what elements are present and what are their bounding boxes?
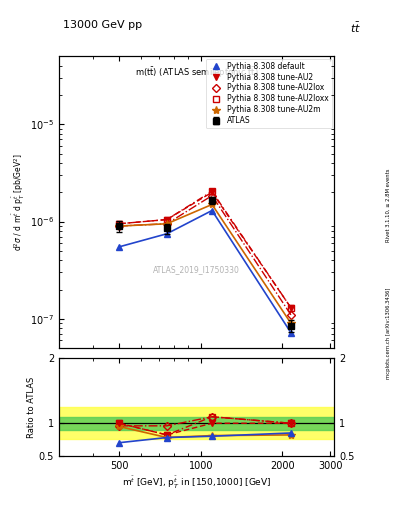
Text: ATLAS_2019_I1750330: ATLAS_2019_I1750330 bbox=[153, 265, 240, 274]
Text: m(t$\bar{\rm t}$) (ATLAS semileptonic t$\bar{\rm t}$): m(t$\bar{\rm t}$) (ATLAS semileptonic t$… bbox=[135, 65, 258, 80]
Line: Pythia 8.308 tune-AU2: Pythia 8.308 tune-AU2 bbox=[116, 189, 294, 311]
Pythia 8.308 default bbox=[165, 231, 169, 237]
Pythia 8.308 tune-AU2loxx bbox=[209, 188, 214, 195]
Pythia 8.308 tune-AU2m bbox=[117, 223, 121, 229]
Line: Pythia 8.308 tune-AU2m: Pythia 8.308 tune-AU2m bbox=[115, 200, 295, 328]
Pythia 8.308 tune-AU2 bbox=[117, 221, 121, 227]
Text: $t\bar{t}$: $t\bar{t}$ bbox=[351, 20, 362, 35]
Pythia 8.308 tune-AU2loxx bbox=[288, 305, 293, 311]
Pythia 8.308 tune-AU2lox bbox=[165, 221, 169, 227]
Line: Pythia 8.308 default: Pythia 8.308 default bbox=[116, 208, 294, 335]
Pythia 8.308 tune-AU2loxx bbox=[117, 221, 121, 227]
Pythia 8.308 tune-AU2m bbox=[288, 320, 293, 326]
X-axis label: m$^{\bar{t}}$ [GeV], p$_T^{\bar{t}}$ in [150,1000] [GeV]: m$^{\bar{t}}$ [GeV], p$_T^{\bar{t}}$ in … bbox=[122, 475, 271, 491]
Pythia 8.308 tune-AU2m bbox=[165, 221, 169, 227]
Line: Pythia 8.308 tune-AU2loxx: Pythia 8.308 tune-AU2loxx bbox=[116, 188, 294, 311]
Pythia 8.308 default bbox=[117, 244, 121, 250]
Y-axis label: d$^2\sigma$ / d m$^{\bar{t}}$ d p$_T^{\bar{t}}$ [pb/GeV$^2$]: d$^2\sigma$ / d m$^{\bar{t}}$ d p$_T^{\b… bbox=[11, 154, 27, 251]
Text: Rivet 3.1.10, ≥ 2.8M events: Rivet 3.1.10, ≥ 2.8M events bbox=[386, 168, 391, 242]
Legend: Pythia 8.308 default, Pythia 8.308 tune-AU2, Pythia 8.308 tune-AU2lox, Pythia 8.: Pythia 8.308 default, Pythia 8.308 tune-… bbox=[206, 58, 332, 129]
Pythia 8.308 tune-AU2lox bbox=[209, 193, 214, 199]
Pythia 8.308 tune-AU2 bbox=[209, 189, 214, 196]
Bar bbox=[59, 407, 334, 439]
Pythia 8.308 default bbox=[288, 330, 293, 336]
Pythia 8.308 tune-AU2lox bbox=[288, 312, 293, 318]
Pythia 8.308 tune-AU2 bbox=[288, 305, 293, 311]
Text: mcplots.cern.ch [arXiv:1306.3436]: mcplots.cern.ch [arXiv:1306.3436] bbox=[386, 287, 391, 378]
Pythia 8.308 default bbox=[209, 207, 214, 214]
Line: Pythia 8.308 tune-AU2lox: Pythia 8.308 tune-AU2lox bbox=[116, 193, 294, 317]
Pythia 8.308 tune-AU2loxx bbox=[165, 217, 169, 223]
Pythia 8.308 tune-AU2m bbox=[209, 201, 214, 207]
Bar bbox=[59, 417, 334, 430]
Text: 13000 GeV pp: 13000 GeV pp bbox=[63, 20, 142, 31]
Pythia 8.308 tune-AU2lox bbox=[117, 223, 121, 229]
Y-axis label: Ratio to ATLAS: Ratio to ATLAS bbox=[27, 376, 36, 438]
Pythia 8.308 tune-AU2 bbox=[165, 217, 169, 223]
